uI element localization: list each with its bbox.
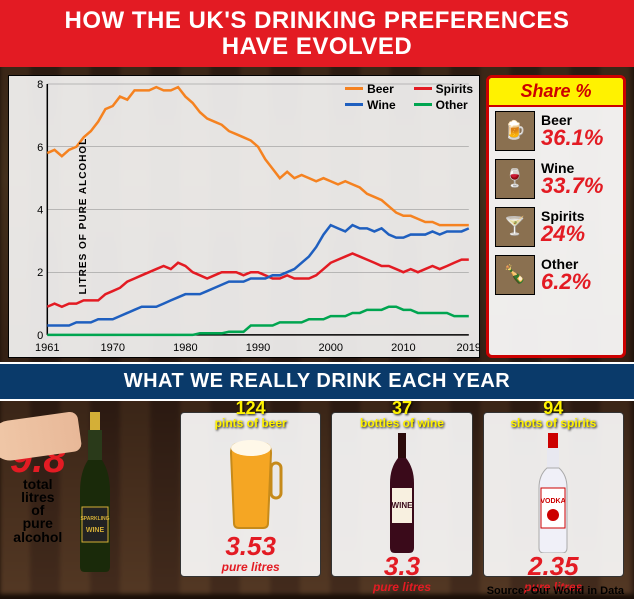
svg-text:2019: 2019 <box>457 342 479 354</box>
chart-zone: LITRES OF PURE ALCOHOL 0 2 4 6 8 1961 1970 1980… <box>0 67 634 362</box>
svg-text:6: 6 <box>37 142 43 154</box>
share-thumb: 🍺 <box>495 111 535 151</box>
drink-card: 37bottles of wine WINE 3.3pure litres <box>331 412 472 577</box>
svg-text:SPARKLING: SPARKLING <box>80 516 109 522</box>
share-thumb: 🍷 <box>495 159 535 199</box>
svg-text:WINE: WINE <box>392 501 414 510</box>
legend-item: Other <box>414 98 473 112</box>
legend-item: Beer <box>345 82 396 96</box>
svg-text:8: 8 <box>37 79 43 91</box>
share-thumb: 🍾 <box>495 255 535 295</box>
svg-text:1990: 1990 <box>246 342 271 354</box>
legend-item: Wine <box>345 98 396 112</box>
line-chart: LITRES OF PURE ALCOHOL 0 2 4 6 8 1961 1970 1980… <box>8 75 480 358</box>
source-attribution: Source: Our World in Data <box>487 585 624 597</box>
share-item: 🍺 Beer 36.1% <box>489 107 623 155</box>
drink-card: 94shots of spirits VODKA 2.35pure litres <box>483 412 624 577</box>
vodka-icon: VODKA <box>488 433 619 553</box>
svg-text:2010: 2010 <box>391 342 416 354</box>
svg-text:0: 0 <box>37 330 43 342</box>
share-item: 🍸 Spirits 24% <box>489 203 623 251</box>
svg-text:2: 2 <box>37 267 43 279</box>
svg-text:4: 4 <box>37 204 43 216</box>
svg-text:2000: 2000 <box>318 342 343 354</box>
share-panel: Share % 🍺 Beer 36.1%🍷 Wine 33.7%🍸 Spirit… <box>486 75 626 358</box>
share-item: 🍾 Other 6.2% <box>489 251 623 299</box>
share-heading: Share % <box>489 78 623 107</box>
y-axis-label: LITRES OF PURE ALCOHOL <box>78 138 89 295</box>
wine-icon: WINE <box>336 433 467 553</box>
total-column: 9.8 total litres of pure alcohol SPARKLI… <box>10 407 170 577</box>
heading-line1: HOW THE UK'S DRINKING PREFERENCES <box>65 7 570 34</box>
legend: Beer Spirits Wine Other <box>345 82 473 112</box>
bottom-section: 9.8 total litres of pure alcohol SPARKLI… <box>0 401 634 599</box>
heading-line2: HAVE EVOLVED <box>0 34 634 60</box>
beer-icon <box>185 433 316 533</box>
legend-item: Spirits <box>414 82 473 96</box>
svg-text:VODKA: VODKA <box>541 498 566 505</box>
share-item: 🍷 Wine 33.7% <box>489 155 623 203</box>
share-thumb: 🍸 <box>495 207 535 247</box>
section-band: WHAT WE REALLY DRINK EACH YEAR <box>0 362 634 401</box>
svg-text:1980: 1980 <box>173 342 198 354</box>
sparkling-wine-icon: SPARKLING WINE <box>70 412 120 572</box>
svg-text:1961: 1961 <box>35 342 60 354</box>
svg-text:1970: 1970 <box>100 342 125 354</box>
svg-text:WINE: WINE <box>85 527 104 534</box>
main-heading: HOW THE UK'S DRINKING PREFERENCES HAVE E… <box>0 0 634 67</box>
drink-card: 124pints of beer 3.53pure litres <box>180 412 321 577</box>
